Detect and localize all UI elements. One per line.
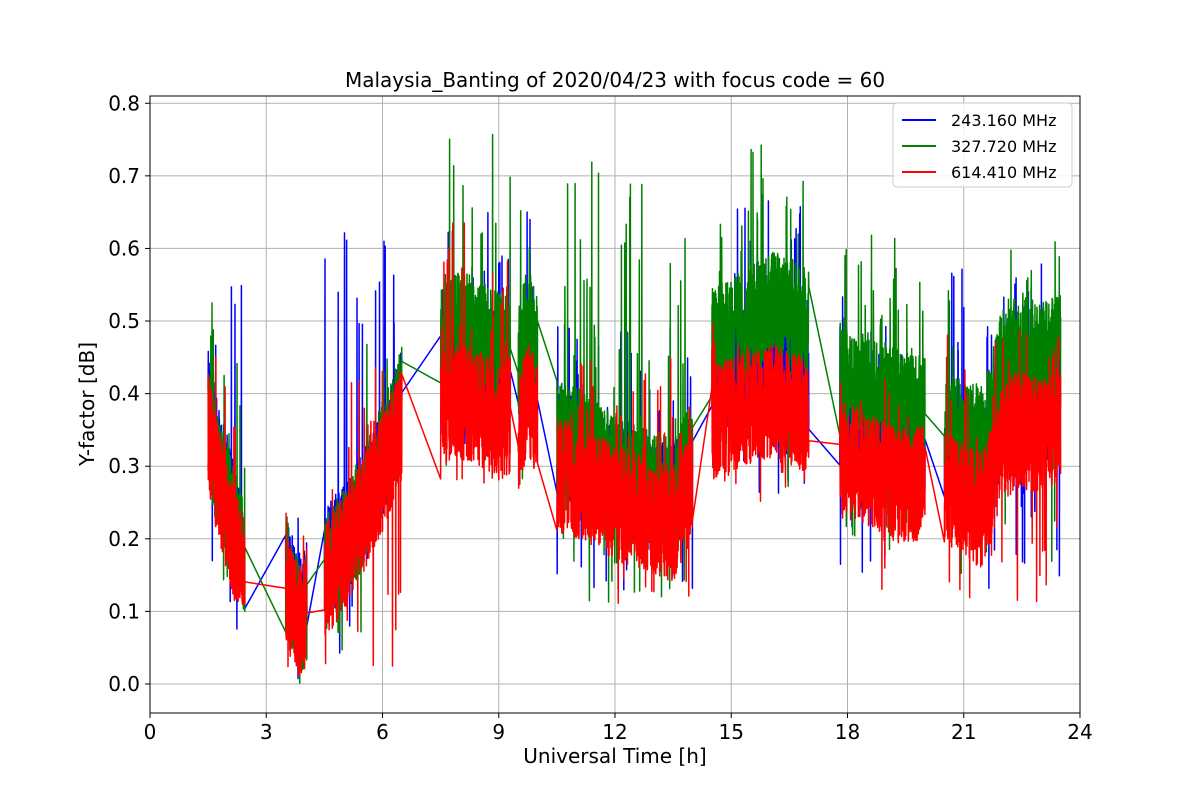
x-tick-label: 6 [376, 720, 389, 744]
y-tick-label: 0.7 [108, 164, 140, 188]
x-axis-ticks: 0 3 6 9 12 15 18 21 24 [144, 713, 1093, 744]
x-tick-label: 0 [144, 720, 157, 744]
series-lines [207, 133, 1062, 684]
y-axis-label: Y-factor [dB] [75, 342, 99, 467]
y-axis-ticks: 0.0 0.1 0.2 0.3 0.4 0.5 0.6 0.7 0.8 [108, 91, 150, 696]
y-tick-label: 0.5 [108, 309, 140, 333]
x-tick-label: 21 [951, 720, 976, 744]
series-line [207, 222, 1062, 676]
y-tick-label: 0.8 [108, 91, 140, 115]
legend-label: 327.720 MHz [951, 137, 1056, 156]
chart-title: Malaysia_Banting of 2020/04/23 with focu… [345, 68, 885, 92]
legend-box [892, 102, 1073, 188]
x-tick-label: 15 [719, 720, 744, 744]
x-tick-label: 9 [492, 720, 505, 744]
x-tick-label: 3 [260, 720, 273, 744]
y-tick-label: 0.2 [108, 527, 140, 551]
y-tick-label: 0.4 [108, 382, 140, 406]
x-axis-label: Universal Time [h] [523, 744, 706, 768]
x-tick-label: 12 [602, 720, 627, 744]
legend: 243.160 MHz 327.720 MHz 614.410 MHz [892, 102, 1073, 188]
y-tick-label: 0.6 [108, 236, 140, 260]
legend-label: 243.160 MHz [951, 111, 1056, 130]
x-tick-label: 24 [1067, 720, 1092, 744]
series-614-410-mhz [207, 222, 1062, 676]
legend-label: 614.410 MHz [951, 163, 1056, 182]
y-tick-label: 0.0 [108, 672, 140, 696]
y-tick-label: 0.3 [108, 454, 140, 478]
y-tick-label: 0.1 [108, 599, 140, 623]
x-tick-label: 18 [835, 720, 860, 744]
